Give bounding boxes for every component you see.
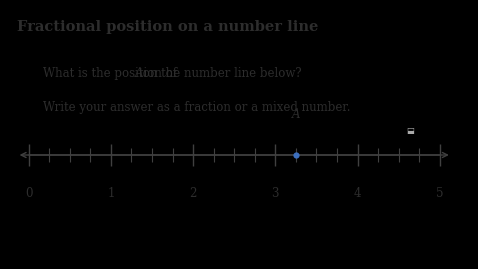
Text: ⬓: ⬓ [406,126,414,134]
Text: A: A [135,67,143,80]
Text: Write your answer as a fraction or a mixed number.: Write your answer as a fraction or a mix… [43,101,350,114]
Text: 1: 1 [107,187,115,200]
Text: 3: 3 [272,187,279,200]
Text: on the number line below?: on the number line below? [139,67,301,80]
Text: A: A [292,108,300,121]
Text: 5: 5 [436,187,444,200]
Text: Fractional position on a number line: Fractional position on a number line [17,20,318,34]
Text: What is the position of: What is the position of [43,67,181,80]
Text: 4: 4 [354,187,361,200]
Text: 0: 0 [25,187,33,200]
Text: 2: 2 [189,187,197,200]
